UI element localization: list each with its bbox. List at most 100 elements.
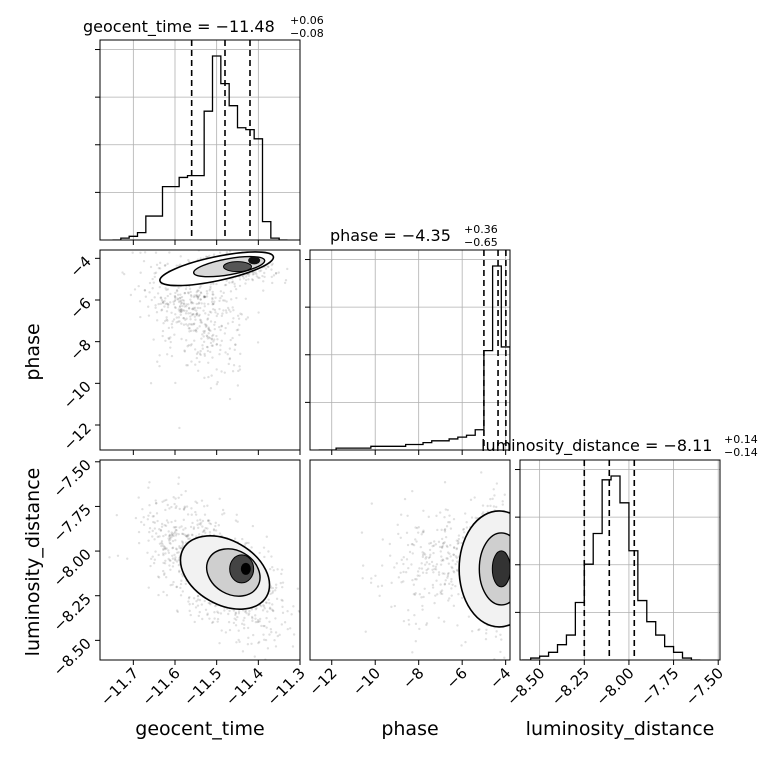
scatter-lumdist-geocent-frame [99, 459, 301, 661]
scatter-lumdist-geocent-sample-687 [179, 594, 183, 597]
scatter-lumdist-geocent-sample-696 [268, 607, 272, 610]
scatter-lumdist-geocent-sample-1031 [250, 642, 253, 646]
scatter-lumdist-phase-sample-193 [499, 650, 502, 654]
scatter-lumdist-phase-sample-204 [462, 527, 466, 531]
scatter-lumdist-geocent-sample-620 [170, 520, 173, 524]
scatter-lumdist-geocent-sample-765 [185, 535, 188, 538]
scatter-phase-geocent-sample-776 [215, 282, 218, 286]
scatter-lumdist-phase-sample-33 [511, 613, 513, 615]
scatter-lumdist-geocent-sample-177 [188, 609, 191, 613]
scatter-phase-geocent-sample-355 [174, 291, 177, 295]
scatter-lumdist-geocent-sample-760 [157, 553, 160, 557]
title-luminosity-distance-sub: −0.14 [724, 446, 758, 459]
scatter-phase-geocent-sample-423 [270, 275, 273, 279]
scatter-lumdist-geocent-sample-126 [147, 486, 150, 489]
scatter-lumdist-geocent-sample-226 [291, 645, 295, 648]
scatter-phase-geocent-sample-683 [187, 312, 190, 315]
scatter-lumdist-phase-sample-638 [512, 541, 514, 543]
scatter-lumdist-phase-sample-45 [433, 540, 436, 543]
scatter-phase-geocent-sample-393 [147, 305, 150, 308]
hist-geocent-time-bin-6 [163, 187, 171, 240]
scatter-lumdist-geocent-sample-1012 [165, 594, 169, 597]
scatter-lumdist-phase-sample-836 [443, 481, 447, 484]
scatter-lumdist-geocent-sample-393 [180, 573, 184, 576]
scatter-lumdist-geocent-sample-46 [148, 527, 152, 530]
scatter-phase-geocent-sample-388 [192, 329, 195, 332]
scatter-phase-geocent-sample-887 [187, 292, 190, 295]
scatter-lumdist-geocent-sample-814 [281, 581, 285, 584]
scatter-phase-geocent-sample-207 [272, 274, 276, 277]
scatter-phase-geocent-sample-662 [246, 316, 250, 319]
scatter-lumdist-phase-sample-727 [486, 504, 489, 508]
scatter-lumdist-geocent-sample-320 [223, 609, 226, 612]
scatter-lumdist-geocent-sample-634 [183, 505, 187, 508]
scatter-lumdist-geocent-sample-55 [195, 501, 199, 505]
scatter-phase-geocent-sample-669 [169, 340, 172, 344]
scatter-lumdist-phase-sample-601 [429, 553, 432, 557]
scatter-phase-geocent-sample-320 [181, 298, 184, 302]
scatter-lumdist-phase-sample-973 [517, 513, 519, 515]
scatter-phase-geocent-sample-737 [217, 325, 221, 329]
hist-phase-bin-12 [423, 443, 432, 450]
scatter-lumdist-phase-sample-616 [443, 572, 446, 575]
scatter-lumdist-geocent-sample-439 [173, 526, 177, 529]
scatter-phase-geocent-sample-254 [210, 338, 214, 341]
hist-geocent-time-bin-15 [238, 128, 246, 240]
scatter-lumdist-geocent-sample-158 [247, 612, 251, 615]
scatter-phase-geocent-sample-198 [195, 312, 199, 315]
scatter-lumdist-phase-sample-438 [426, 567, 430, 571]
scatter-lumdist-geocent-sample-812 [180, 540, 184, 543]
scatter-phase-geocent-sample-537 [271, 281, 274, 285]
scatter-phase-geocent-sample-100 [180, 307, 183, 311]
hist-geocent-time-bin-12 [213, 56, 221, 240]
scatter-lumdist-phase-sample-580 [450, 580, 453, 583]
scatter-lumdist-geocent-sample-1020 [162, 548, 165, 552]
scatter-phase-geocent-sample-566 [177, 308, 181, 311]
scatter-lumdist-phase-sample-976 [380, 584, 384, 588]
scatter-lumdist-phase-sample-181 [478, 628, 481, 631]
scatter-lumdist-phase-sample-879 [455, 556, 458, 560]
scatter-lumdist-phase-sample-631 [439, 592, 442, 595]
scatter-phase-geocent-sample-754 [190, 313, 194, 317]
scatter-lumdist-phase-sample-146 [399, 536, 402, 539]
scatter-phase-geocent-sample-673 [205, 335, 209, 338]
scatter-lumdist-geocent-sample-562 [178, 546, 181, 550]
scatter-lumdist-geocent-sample-1072 [160, 522, 164, 526]
scatter-phase-geocent-sample-570 [174, 381, 177, 385]
scatter-phase-geocent-sample-290 [207, 327, 210, 330]
scatter-phase-geocent-sample-762 [185, 303, 188, 306]
scatter-lumdist-phase-sample-942 [514, 577, 516, 579]
scatter-lumdist-geocent-sample-467 [171, 546, 175, 549]
scatter-lumdist-phase-sample-214 [434, 568, 438, 571]
scatter-phase-geocent-sample-715 [156, 360, 159, 363]
scatter-lumdist-phase-sample-903 [414, 526, 417, 529]
hist-geocent-time-bin-18 [263, 222, 271, 240]
scatter-lumdist-geocent-sample-273 [227, 612, 230, 616]
scatter-lumdist-geocent-sample-171 [241, 650, 245, 653]
scatter-phase-geocent-sample-132 [209, 282, 213, 286]
scatter-phase-geocent-sample-248 [168, 337, 171, 341]
scatter-phase-geocent-sample-39 [156, 292, 160, 295]
scatter-lumdist-phase-sample-183 [443, 515, 446, 519]
scatter-phase-geocent-sample-840 [263, 275, 266, 279]
scatter-lumdist-geocent-sample-859 [194, 510, 197, 514]
scatter-lumdist-phase-xtick-label-1: −10 [349, 664, 384, 699]
scatter-lumdist-geocent-sample-449 [281, 605, 284, 609]
scatter-lumdist-geocent-sample-479 [162, 590, 165, 594]
scatter-lumdist-geocent-sample-61 [227, 620, 231, 624]
scatter-lumdist-geocent-sample-1025 [194, 500, 197, 503]
scatter-lumdist-geocent-sample-1017 [126, 557, 129, 560]
scatter-phase-geocent-sample-519 [211, 296, 214, 300]
scatter-phase-geocent-sample-128 [205, 295, 209, 298]
scatter-lumdist-phase-sample-888 [477, 628, 480, 632]
scatter-lumdist-geocent-sample-5 [184, 582, 187, 586]
scatter-lumdist-phase-sample-794 [516, 529, 518, 531]
scatter-lumdist-phase-sample-53 [465, 526, 469, 529]
scatter-lumdist-geocent-sample-373 [180, 547, 183, 550]
scatter-phase-geocent-sample-338 [182, 302, 186, 305]
scatter-phase-geocent-sample-286 [218, 251, 222, 254]
scatter-lumdist-geocent-sample-76 [170, 533, 174, 537]
scatter-phase-geocent-sample-267 [166, 294, 169, 298]
scatter-phase-geocent-sample-602 [237, 317, 241, 320]
scatter-phase-geocent-sample-112 [228, 357, 231, 361]
